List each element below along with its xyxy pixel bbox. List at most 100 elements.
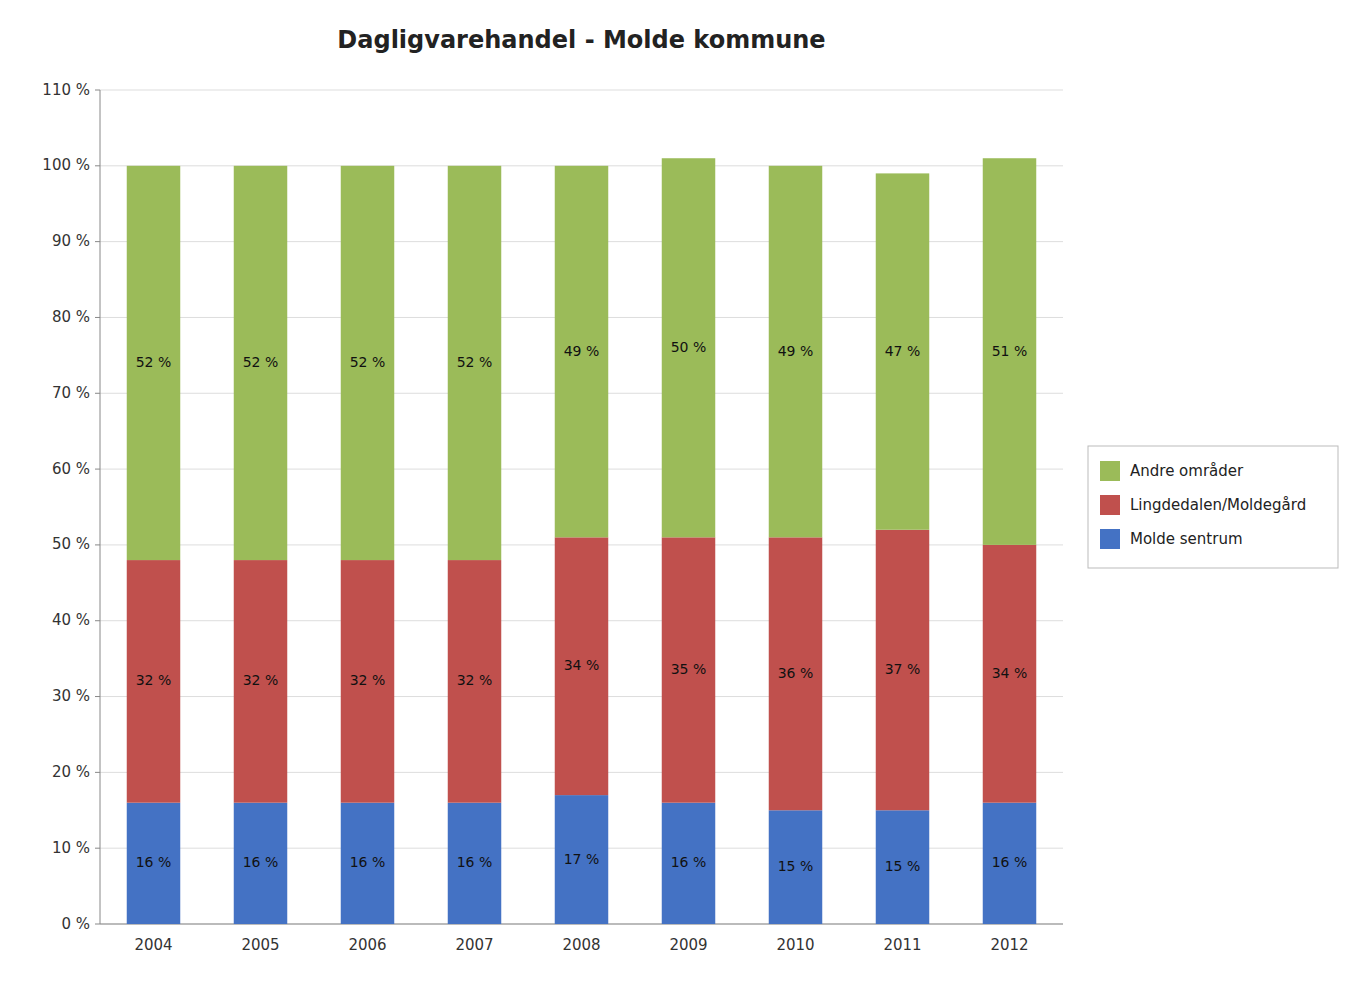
grid <box>100 90 1063 924</box>
x-tick-label: 2009 <box>669 936 707 954</box>
chart-svg: Dagligvarehandel - Molde kommune 0 % 10 % 2… <box>0 0 1363 994</box>
bar-segment <box>769 810 823 924</box>
bar-segment <box>127 803 181 924</box>
data-label: 32 % <box>350 672 386 688</box>
legend: Andre områder Lingdedalen/Moldegård Molde … <box>1088 446 1338 568</box>
data-label: 16 % <box>136 854 172 870</box>
data-label: 16 % <box>243 854 279 870</box>
x-tick-label: 2012 <box>990 936 1028 954</box>
y-tick <box>95 924 100 925</box>
bar-segment <box>127 166 181 560</box>
bar-segment <box>448 560 502 803</box>
y-tick-label: 10 % <box>52 839 90 857</box>
y-tick-label: 20 % <box>52 763 90 781</box>
bar-segment <box>341 166 395 560</box>
y-tick <box>95 620 100 621</box>
y-tick-label: 50 % <box>52 535 90 553</box>
legend-swatch <box>1100 529 1120 549</box>
bar-segment <box>127 560 181 803</box>
data-label: 16 % <box>992 854 1028 870</box>
y-tick-label: 30 % <box>52 687 90 705</box>
chart-container: Dagligvarehandel - Molde kommune 0 % 10 % 2… <box>0 0 1363 994</box>
chart-title: Dagligvarehandel - Molde kommune <box>337 26 825 54</box>
y-tick <box>95 393 100 394</box>
bar-segment <box>769 537 823 810</box>
data-label: 32 % <box>136 672 172 688</box>
x-tick-label: 2007 <box>455 936 493 954</box>
data-label: 49 % <box>778 343 814 359</box>
data-label: 37 % <box>885 661 921 677</box>
data-label: 52 % <box>457 354 493 370</box>
data-label: 34 % <box>564 657 600 673</box>
data-label: 50 % <box>671 339 707 355</box>
data-label: 47 % <box>885 343 921 359</box>
legend-swatch <box>1100 495 1120 515</box>
y-tick <box>95 469 100 470</box>
bar-segment <box>983 803 1037 924</box>
bar-segment <box>234 560 288 803</box>
y-tick <box>95 848 100 849</box>
bar-segment <box>769 166 823 538</box>
y-tick-label: 40 % <box>52 611 90 629</box>
bar-segment <box>662 803 716 924</box>
data-label: 16 % <box>350 854 386 870</box>
y-tick <box>95 772 100 773</box>
bar-segment <box>662 537 716 802</box>
legend-label: Molde sentrum <box>1130 530 1243 548</box>
data-label: 52 % <box>350 354 386 370</box>
y-tick-label: 80 % <box>52 308 90 326</box>
x-tick-label: 2004 <box>134 936 172 954</box>
y-axis-line <box>100 90 101 924</box>
data-label: 16 % <box>671 854 707 870</box>
data-label: 32 % <box>243 672 279 688</box>
data-label: 51 % <box>992 343 1028 359</box>
bar-segment <box>876 173 930 529</box>
bar-segment <box>662 158 716 537</box>
bars <box>127 158 1037 924</box>
y-tick-label: 110 % <box>42 81 90 99</box>
y-tick-label: 90 % <box>52 232 90 250</box>
bar-segment <box>876 530 930 811</box>
bar-segment <box>983 158 1037 545</box>
legend-label: Andre områder <box>1130 462 1244 480</box>
y-tick <box>95 696 100 697</box>
bar-segment <box>555 166 609 538</box>
data-label: 15 % <box>778 858 814 874</box>
y-tick <box>95 165 100 166</box>
data-label: 35 % <box>671 661 707 677</box>
bar-segment <box>983 545 1037 803</box>
data-label: 16 % <box>457 854 493 870</box>
x-tick-label: 2005 <box>241 936 279 954</box>
legend-label: Lingdedalen/Moldegård <box>1130 496 1306 514</box>
x-tick-label: 2010 <box>776 936 814 954</box>
bar-segment <box>448 166 502 560</box>
data-label: 52 % <box>136 354 172 370</box>
bar-segment <box>876 810 930 924</box>
legend-box <box>1088 446 1338 568</box>
y-tick-label: 70 % <box>52 384 90 402</box>
data-label: 34 % <box>992 665 1028 681</box>
y-tick-label: 0 % <box>61 915 90 933</box>
bar-segment <box>555 795 609 924</box>
bar-segment <box>234 803 288 924</box>
x-tick-label: 2011 <box>883 936 921 954</box>
y-tick-label: 100 % <box>42 156 90 174</box>
data-label: 52 % <box>243 354 279 370</box>
bar-segment <box>341 803 395 924</box>
data-labels: 16 %16 %16 %16 %17 %16 %15 %15 %16 %32 %… <box>136 339 1028 874</box>
axes: 0 % 10 % 20 % 30 % 40 % 50 % 60 % 70 % 80 % 90 % 1… <box>42 81 1063 955</box>
x-tick-label: 2006 <box>348 936 386 954</box>
y-tick-label: 60 % <box>52 460 90 478</box>
bar-segment <box>555 537 609 795</box>
bar-segment <box>234 166 288 560</box>
legend-swatch <box>1100 461 1120 481</box>
bar-segment <box>341 560 395 803</box>
y-tick <box>95 90 100 91</box>
data-label: 36 % <box>778 665 814 681</box>
data-label: 49 % <box>564 343 600 359</box>
grid-line <box>100 90 1063 91</box>
y-tick <box>95 317 100 318</box>
y-tick <box>95 241 100 242</box>
data-label: 15 % <box>885 858 921 874</box>
y-tick <box>95 544 100 545</box>
